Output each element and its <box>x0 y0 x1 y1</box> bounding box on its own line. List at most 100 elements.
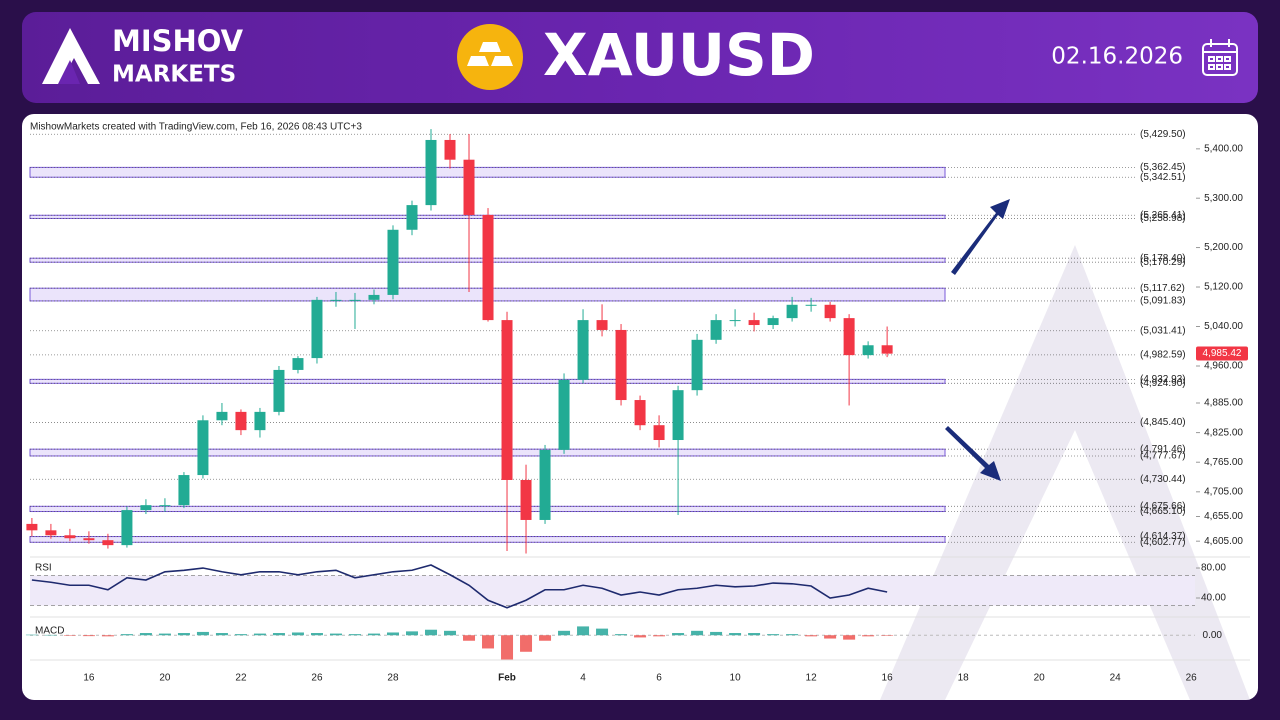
candle-body <box>178 475 190 506</box>
candle-body <box>691 339 703 391</box>
candle-body <box>862 345 874 356</box>
level-label: (5,362.45) <box>1140 162 1186 173</box>
candle-body <box>672 390 684 441</box>
level-label: (4,924.90) <box>1140 378 1186 389</box>
candle-body <box>558 379 570 450</box>
level-label: (5,178.40) <box>1140 253 1186 264</box>
candle-body <box>881 345 893 354</box>
x-tick-label: 24 <box>1110 673 1122 684</box>
level-label: (5,117.62) <box>1140 283 1185 294</box>
level-label: (4,675.66) <box>1140 501 1186 512</box>
macd-bar <box>253 633 266 636</box>
macd-bar <box>805 635 818 637</box>
y-tick-label: 4,960.00 <box>1204 361 1243 372</box>
arrow-up <box>951 199 1010 275</box>
macd-bar <box>63 635 76 636</box>
y-tick-label: 80.00 <box>1201 563 1226 574</box>
gold-bar <box>479 42 501 52</box>
candle-body <box>653 425 665 441</box>
candle-body <box>197 420 209 476</box>
candle-body <box>805 304 817 306</box>
level-label: (4,777.67) <box>1140 451 1186 462</box>
last-price-label: 4,985.42 <box>1203 348 1242 359</box>
macd-bar <box>101 635 114 637</box>
candle-body <box>729 320 741 322</box>
candle-body <box>292 358 304 370</box>
attribution: MishowMarkets created with TradingView.c… <box>30 122 362 133</box>
macd-bar <box>634 635 647 638</box>
macd-bar <box>348 634 361 636</box>
rsi-line <box>31 564 888 609</box>
x-tick-label: 28 <box>387 673 399 684</box>
level-label: (4,791.46) <box>1140 444 1186 455</box>
candle-body <box>64 535 76 539</box>
candle-body <box>767 318 779 326</box>
macd-bar <box>881 635 894 636</box>
x-tick-label: 18 <box>958 673 970 684</box>
level-label: (4,932.93) <box>1140 374 1186 385</box>
macd-bar <box>139 633 152 636</box>
candle-body <box>235 411 247 431</box>
macd-bar <box>501 635 514 660</box>
brand-logo-cut <box>58 60 80 84</box>
y-tick-label: 40.00 <box>1201 593 1226 604</box>
macd-bar <box>386 632 399 636</box>
macd-bar <box>25 634 38 636</box>
candle-body <box>159 505 171 507</box>
pane-title: MACD <box>35 626 64 637</box>
candle-body <box>710 320 722 340</box>
macd-bar <box>596 628 609 636</box>
macd-bar <box>196 631 209 636</box>
x-tick-label: 6 <box>656 673 662 684</box>
macd-bar <box>767 634 780 636</box>
brand-line2: MARKETS <box>112 62 236 88</box>
macd-bar <box>691 630 704 636</box>
y-tick-label: 5,040.00 <box>1204 321 1243 332</box>
macd-bar <box>653 635 666 637</box>
candle-body <box>45 530 57 536</box>
rsi-band <box>30 575 1195 606</box>
candle-body <box>501 320 513 480</box>
zone <box>29 378 946 384</box>
x-tick-label: 22 <box>235 673 247 684</box>
x-tick-label: 12 <box>806 673 818 684</box>
macd-bar <box>824 635 837 639</box>
zone <box>29 536 946 543</box>
y-tick-label: 4,605.00 <box>1204 536 1243 547</box>
candle-body <box>140 505 152 511</box>
brand-logo <box>42 28 100 84</box>
x-tick-label: 10 <box>730 673 742 684</box>
gold-icon <box>457 24 523 90</box>
pane-title: RSI <box>35 563 52 574</box>
level-label: (4,730.44) <box>1140 474 1186 485</box>
macd-bar <box>82 635 95 637</box>
candle-body <box>615 329 627 401</box>
y-tick-label: 5,120.00 <box>1204 282 1243 293</box>
candle-body <box>330 299 342 301</box>
level-label: (5,265.41) <box>1140 210 1186 221</box>
zone <box>29 505 946 513</box>
candle-body <box>83 538 95 541</box>
candle-body <box>786 304 798 319</box>
gold-bar <box>491 56 513 66</box>
macd-bar <box>234 634 247 636</box>
candle-body <box>843 318 855 356</box>
macd-bar <box>215 633 228 636</box>
y-tick-label: 4,655.00 <box>1204 511 1243 522</box>
y-tick-label: 5,200.00 <box>1204 242 1243 253</box>
candle-body <box>368 294 380 300</box>
x-tick-label: 16 <box>882 673 894 684</box>
macd-bar <box>482 635 495 649</box>
candle-body <box>311 299 323 359</box>
candle-body <box>596 320 608 330</box>
candle-body <box>349 299 361 301</box>
macd-bar <box>272 633 285 636</box>
arrow-down <box>945 426 1001 481</box>
candle-body <box>577 320 589 380</box>
macd-bar <box>843 635 856 640</box>
level-label: (4,982.59) <box>1140 349 1186 360</box>
y-tick-label: 4,765.00 <box>1204 457 1243 468</box>
macd-bar <box>444 630 457 636</box>
level-label: (4,665.10) <box>1140 506 1186 517</box>
